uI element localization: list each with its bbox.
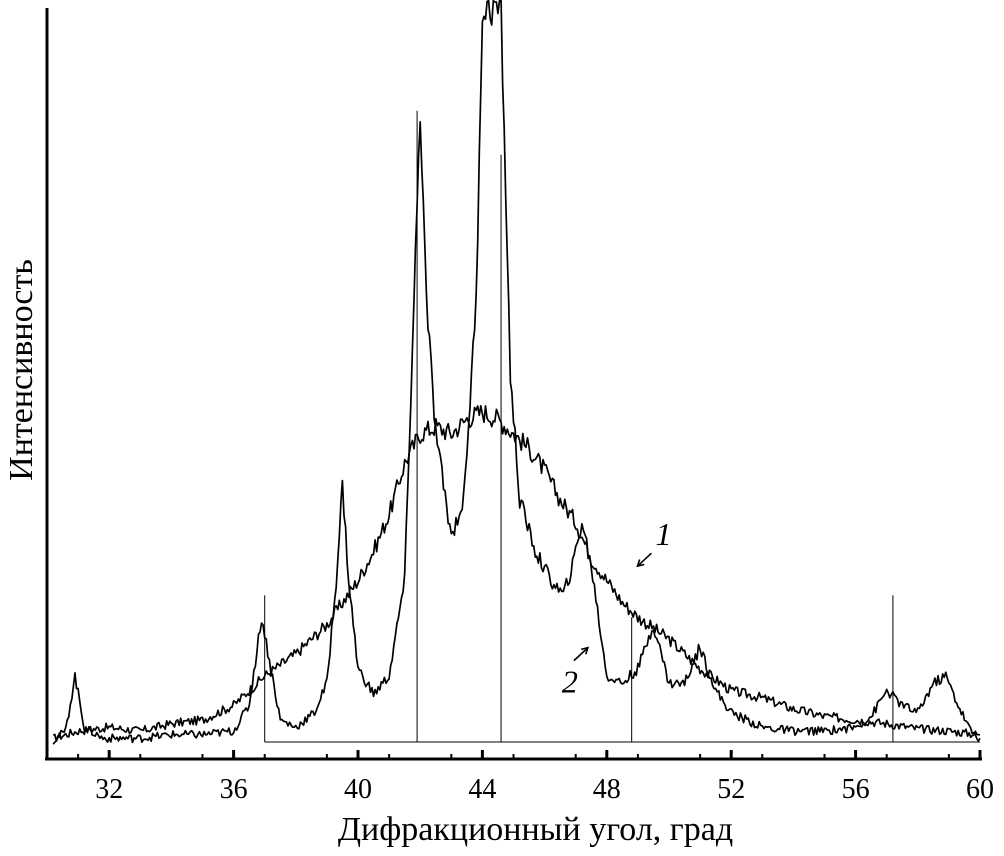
x-tick-label: 44	[468, 774, 496, 805]
curve-arrow-1	[636, 552, 652, 567]
x-axis-title: Дифракционный угол, град	[338, 811, 733, 848]
x-tick-label: 32	[95, 774, 123, 805]
x-tick-label: 60	[966, 774, 994, 805]
curve-arrow-2-head	[580, 646, 590, 655]
x-tick-label: 48	[593, 774, 621, 805]
x-tick-label: 56	[842, 774, 870, 805]
x-ticks: 32 36 40 44 48 52 56 60	[77, 750, 994, 805]
curve-arrow-2	[573, 647, 589, 662]
x-tick-label: 36	[220, 774, 248, 805]
curve-arrow-1-head	[636, 559, 645, 568]
annotations: 12	[562, 516, 672, 699]
series-line-2	[52, 0, 981, 745]
y-axis-title: Интенсивность	[3, 259, 40, 481]
x-tick-label: 52	[717, 774, 745, 805]
series-group	[52, 0, 981, 745]
series-line-1	[52, 404, 981, 742]
curve-label-1: 1	[655, 516, 671, 552]
reference-lines	[264, 110, 980, 743]
curve-label-2: 2	[562, 664, 578, 700]
x-tick-label: 40	[344, 774, 372, 805]
